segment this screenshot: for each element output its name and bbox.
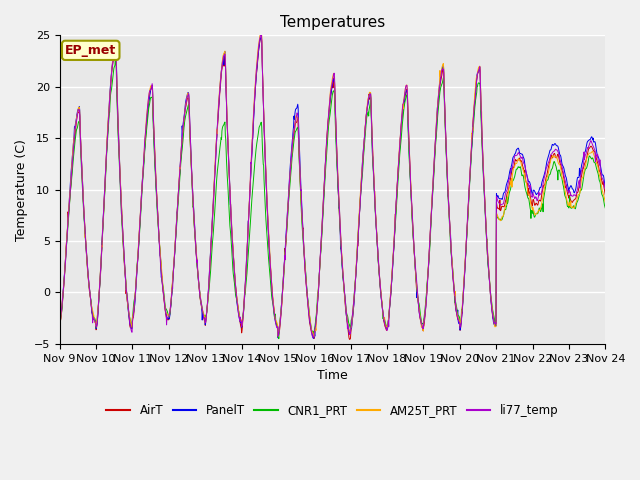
AirT [346,336,353,342]
li77_temp [538,191,545,196]
CNR1_PRT [56,316,63,322]
PanelT [602,184,609,190]
Line: AM25T_PRT: AM25T_PRT [60,29,605,337]
PanelT [177,151,185,156]
li77_temp [238,322,246,328]
PanelT [538,183,545,189]
CNR1_PRT [239,316,246,322]
Line: PanelT: PanelT [60,37,605,338]
CNR1_PRT [489,309,497,314]
CNR1_PRT [177,154,185,160]
AM25T_PRT [310,334,318,340]
AM25T_PRT [602,199,609,205]
Text: EP_met: EP_met [65,44,116,57]
AirT [602,192,609,198]
Title: Temperatures: Temperatures [280,15,385,30]
PanelT [238,322,246,328]
AirT [164,317,172,323]
CNR1_PRT [275,336,283,341]
AM25T_PRT [238,322,246,328]
CNR1_PRT [418,320,426,326]
Line: CNR1_PRT: CNR1_PRT [60,54,605,338]
AM25T_PRT [177,148,185,154]
AirT [257,34,265,40]
PanelT [310,336,317,341]
CNR1_PRT [111,51,119,57]
AirT [489,315,497,321]
li77_temp [257,31,265,36]
CNR1_PRT [602,205,609,211]
AM25T_PRT [538,203,545,209]
Legend: AirT, PanelT, CNR1_PRT, AM25T_PRT, li77_temp: AirT, PanelT, CNR1_PRT, AM25T_PRT, li77_… [102,399,563,421]
PanelT [257,34,265,40]
li77_temp [164,314,172,320]
li77_temp [177,151,185,156]
PanelT [418,323,426,329]
PanelT [164,315,172,321]
CNR1_PRT [538,207,545,213]
AirT [238,328,246,334]
li77_temp [309,335,317,340]
li77_temp [56,320,63,326]
AM25T_PRT [257,26,265,32]
AirT [177,155,185,160]
AirT [538,196,545,202]
X-axis label: Time: Time [317,369,348,382]
CNR1_PRT [164,312,172,317]
li77_temp [602,186,609,192]
AirT [56,322,63,327]
AM25T_PRT [164,312,172,318]
AirT [418,324,426,329]
Y-axis label: Temperature (C): Temperature (C) [15,139,28,240]
PanelT [56,323,63,329]
PanelT [489,316,497,322]
AM25T_PRT [489,312,497,318]
li77_temp [418,322,426,328]
Line: AirT: AirT [60,37,605,339]
AM25T_PRT [56,321,63,327]
li77_temp [489,313,497,319]
Line: li77_temp: li77_temp [60,34,605,337]
AM25T_PRT [418,322,426,327]
